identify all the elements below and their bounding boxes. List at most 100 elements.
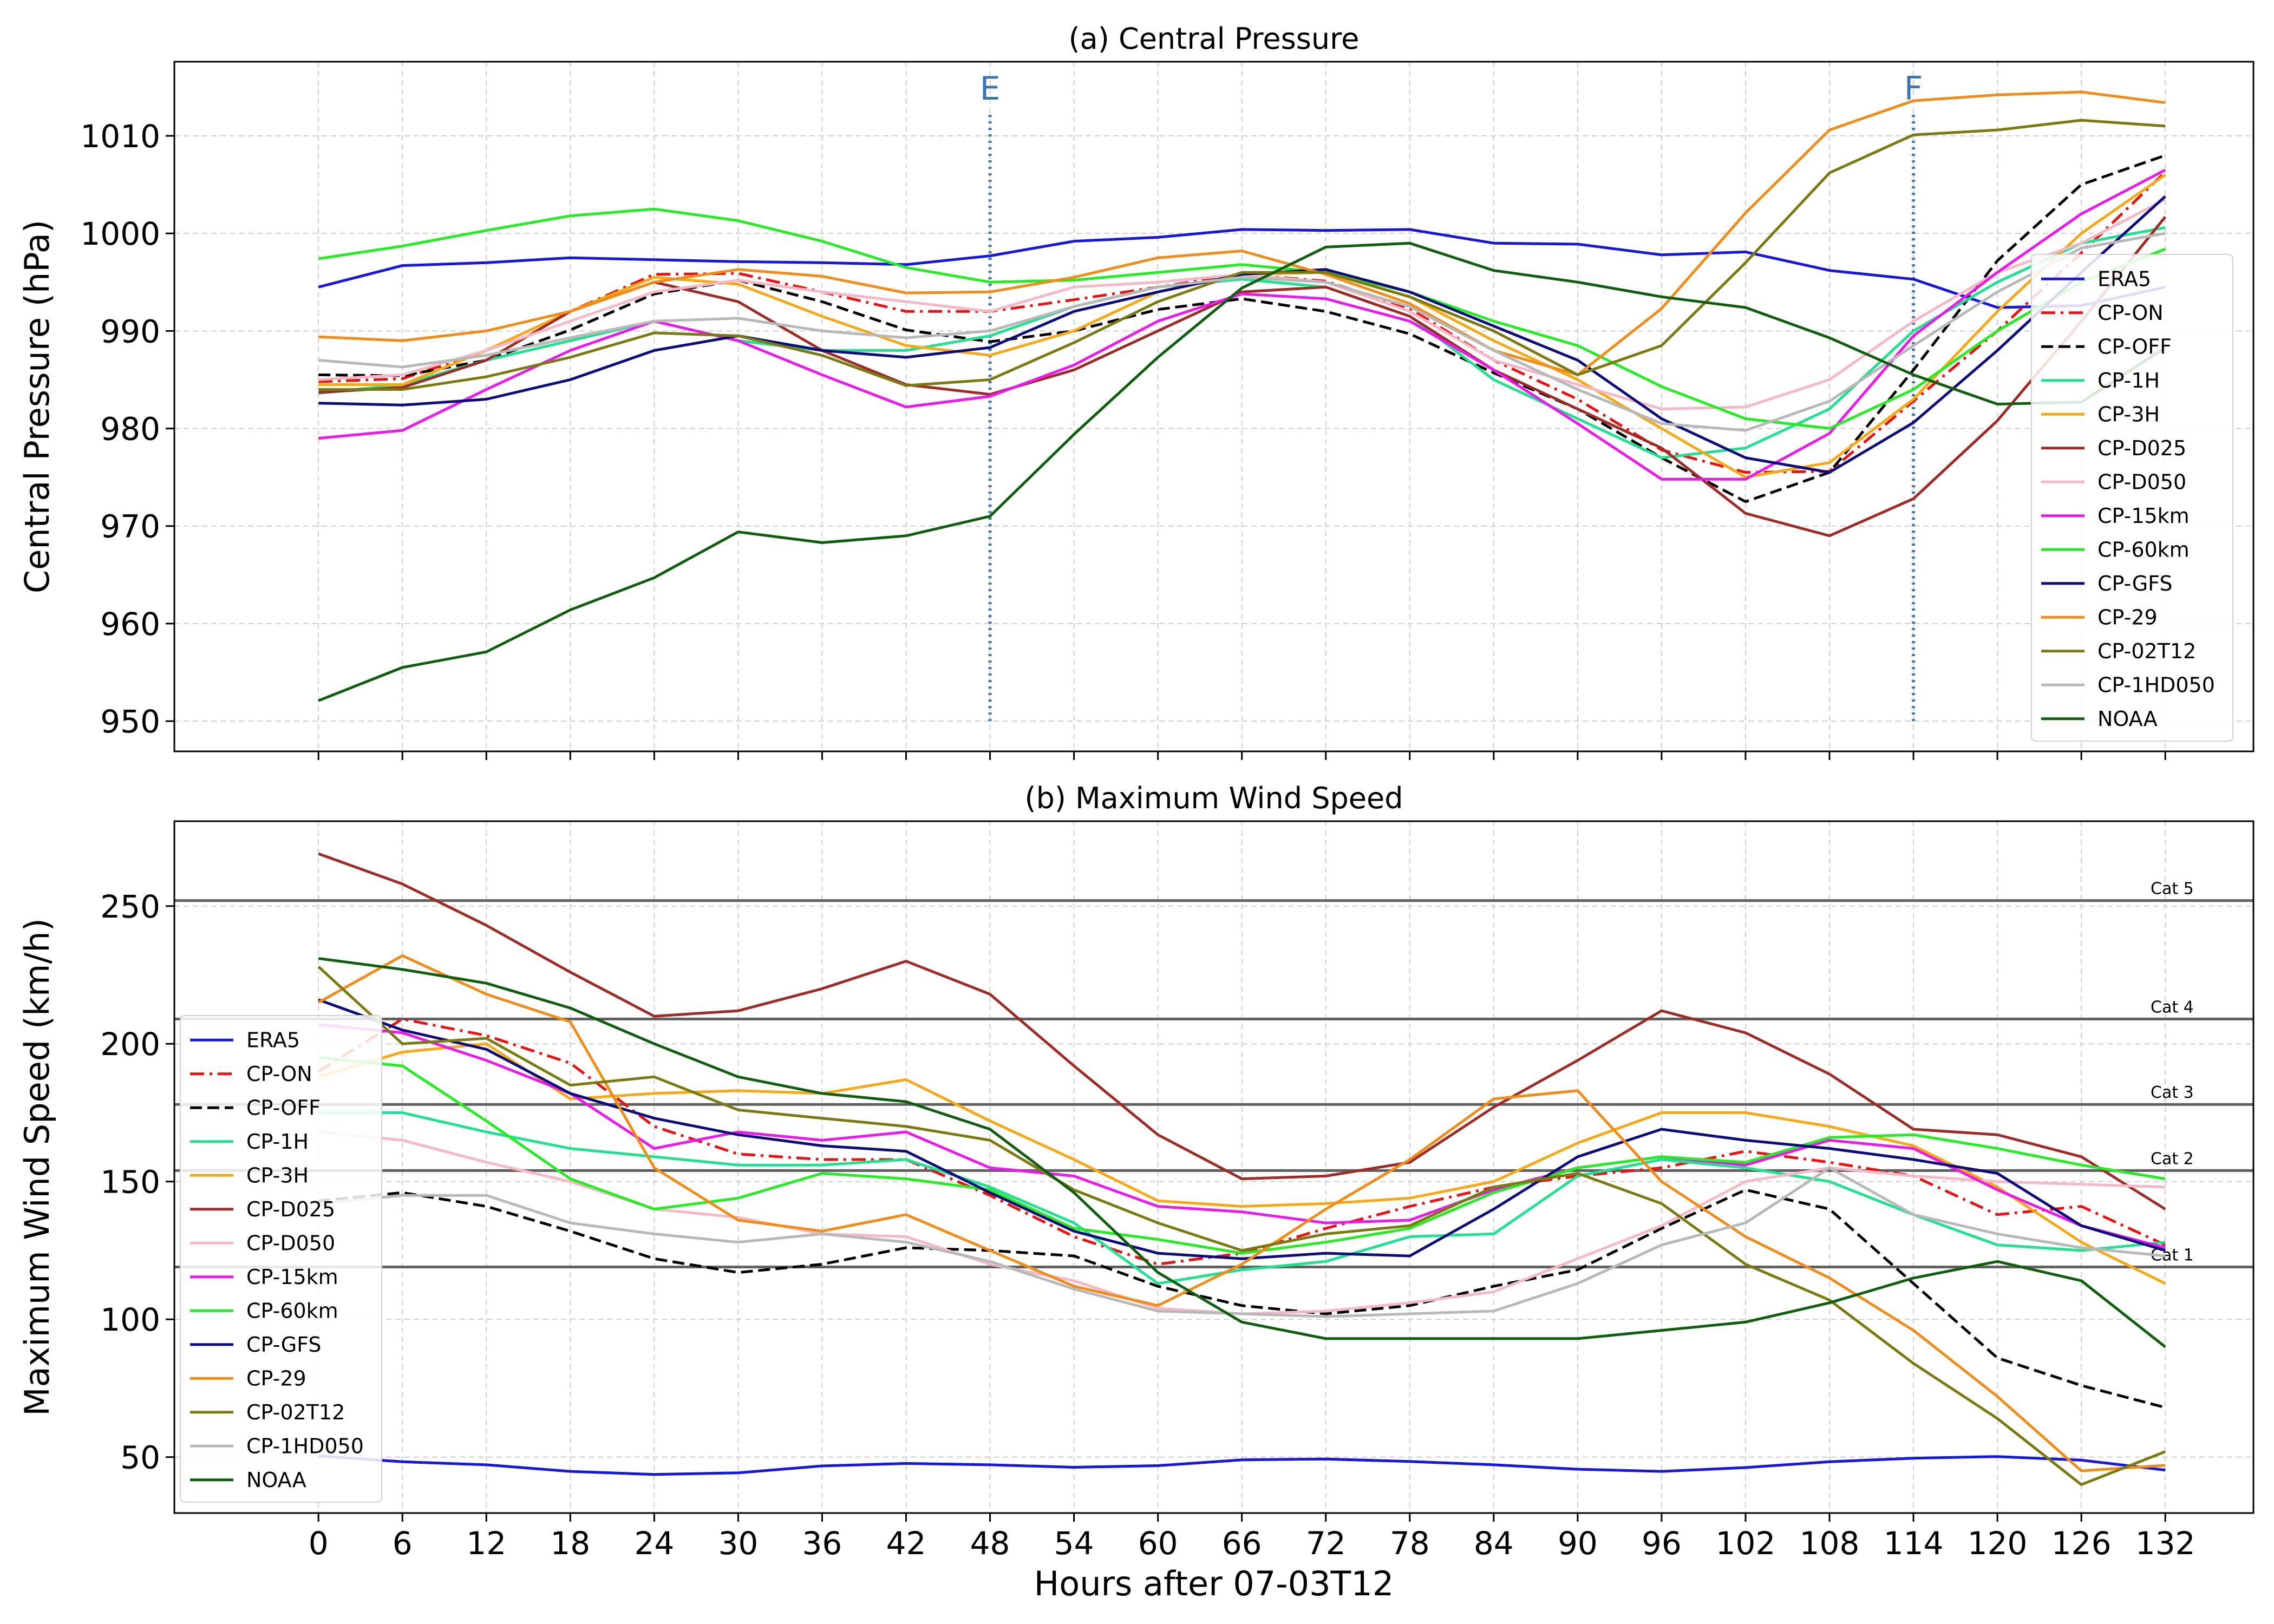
ticks: 0 6 12 18 24 30 36 42 48 54 60 66 72 78 84 90 96 102 108 11… (100, 888, 2195, 1562)
legend-label: CP-1HD050 (246, 1434, 364, 1458)
legend-label: CP-1HD050 (2097, 673, 2215, 697)
series-line-era5 (318, 1455, 2166, 1476)
series-line-cp-1hd050 (318, 1166, 2166, 1318)
panel-title: (a) Central Pressure (1069, 22, 1360, 56)
event-marker-label: E (980, 70, 1001, 108)
legend-label: CP-1H (2097, 369, 2160, 392)
series-line-cp-29 (318, 90, 2166, 376)
series-line-era5 (318, 228, 2166, 309)
legend-label: ERA5 (246, 1028, 300, 1052)
legend-label: CP-60km (246, 1299, 338, 1322)
legend-label: CP-ON (2097, 301, 2164, 325)
legend-label: CP-GFS (246, 1333, 321, 1357)
legend-label: CP-OFF (246, 1096, 321, 1119)
series-line-noaa (318, 241, 2166, 702)
y-tick-label: 200 (100, 1026, 160, 1063)
legend: ERA5 CP-ON CP-OFF CP-1H CP-3H CP-D025 CP-D050 C… (2031, 254, 2233, 742)
x-tick-label: 84 (1474, 1525, 1514, 1562)
series-line-cp-60km (318, 1056, 2166, 1255)
series-line-cp-15km (318, 1023, 2166, 1249)
x-tick-label: 102 (1716, 1525, 1776, 1562)
legend-label: CP-29 (246, 1366, 306, 1390)
series-line-noaa (318, 957, 2166, 1348)
series-line-cp-02t12 (317, 965, 2166, 1487)
legend-label: CP-D050 (2097, 470, 2186, 494)
legend-label: NOAA (2097, 707, 2158, 731)
series-line-cp-gfs (318, 195, 2166, 474)
legend-label: CP-D025 (2097, 436, 2186, 460)
x-tick-label: 114 (1884, 1525, 1944, 1562)
y-tick-label: 50 (120, 1439, 160, 1476)
legend-label: ERA5 (2097, 267, 2151, 291)
series-group (318, 90, 2167, 702)
pressure-panel: E F 950 960 970 980 990 1000 1010 (a) Central Pre… (17, 22, 2255, 760)
series-line-cp-on (317, 1017, 2166, 1266)
y-tick-label: 990 (100, 313, 160, 350)
x-tick-label: 18 (550, 1525, 590, 1562)
series-line-cp-gfs (318, 998, 2166, 1260)
series-line-cp-15km (318, 168, 2166, 481)
legend-label: CP-D025 (246, 1197, 335, 1221)
category-label: Cat 4 (2151, 998, 2194, 1017)
legend-box (2031, 254, 2233, 742)
x-tick-label: 54 (1054, 1525, 1094, 1562)
legend-label: CP-02T12 (246, 1400, 345, 1424)
series-line-cp-off (318, 154, 2166, 503)
y-axis-label: Maximum Wind Speed (km/h) (17, 918, 57, 1416)
legend-label: NOAA (246, 1468, 306, 1492)
x-tick-label: 42 (886, 1525, 926, 1562)
axes-frame (173, 61, 2255, 752)
y-tick-label: 950 (100, 703, 160, 740)
y-tick-label: 100 (100, 1301, 160, 1338)
legend-label: CP-3H (246, 1163, 309, 1187)
x-tick-label: 36 (802, 1525, 842, 1562)
legend-label: CP-GFS (2097, 572, 2172, 595)
x-tick-label: 6 (393, 1525, 413, 1562)
x-tick-label: 96 (1642, 1525, 1682, 1562)
legend-label: CP-OFF (2097, 335, 2172, 358)
y-tick-label: 250 (100, 888, 160, 925)
x-tick-label: 48 (970, 1525, 1010, 1562)
legend: ERA5 CP-ON CP-OFF CP-1H CP-3H CP-D025 CP-D050 C… (180, 1015, 382, 1503)
legend-label: CP-1H (246, 1130, 309, 1154)
legend-label: CP-29 (2097, 605, 2158, 629)
x-tick-label: 132 (2135, 1525, 2195, 1562)
x-tick-label: 30 (718, 1525, 758, 1562)
series-line-cp-d025 (318, 852, 2166, 1210)
series-line-cp-60km (318, 207, 2166, 430)
series-line-cp-3h (318, 1042, 2166, 1285)
y-tick-label: 960 (100, 606, 160, 643)
x-tick-label: 108 (1800, 1525, 1860, 1562)
y-tick-label: 1010 (80, 118, 160, 155)
category-label: Cat 3 (2151, 1083, 2194, 1102)
x-axis-label: Hours after 07-03T12 (1034, 1564, 1394, 1603)
category-label: Cat 2 (2151, 1149, 2194, 1168)
x-tick-label: 24 (634, 1525, 674, 1562)
x-tick-label: 0 (309, 1525, 329, 1562)
x-tick-label: 66 (1222, 1525, 1262, 1562)
x-tick-label: 120 (1968, 1525, 2028, 1562)
legend-label: CP-D050 (246, 1231, 335, 1255)
x-tick-label: 72 (1306, 1525, 1346, 1562)
x-tick-label: 90 (1558, 1525, 1598, 1562)
panel-title: (b) Maximum Wind Speed (1025, 781, 1403, 815)
y-tick-label: 1000 (80, 215, 160, 252)
y-axis-label: Central Pressure (hPa) (17, 220, 57, 593)
x-tick-label: 60 (1138, 1525, 1178, 1562)
legend-label: CP-15km (246, 1265, 338, 1289)
legend-label: CP-ON (246, 1062, 312, 1086)
legend-label: CP-3H (2097, 402, 2160, 426)
series-line-cp-1h (318, 1111, 2166, 1285)
axes-frame (173, 820, 2255, 1514)
series-line-cp-02t12 (318, 119, 2166, 391)
y-tick-label: 980 (100, 411, 160, 448)
ticks: 950 960 970 980 990 1000 1010 (80, 118, 2166, 760)
x-tick-label: 12 (466, 1525, 506, 1562)
y-tick-label: 970 (100, 508, 160, 545)
y-tick-label: 150 (100, 1164, 160, 1201)
legend-box (180, 1015, 382, 1503)
